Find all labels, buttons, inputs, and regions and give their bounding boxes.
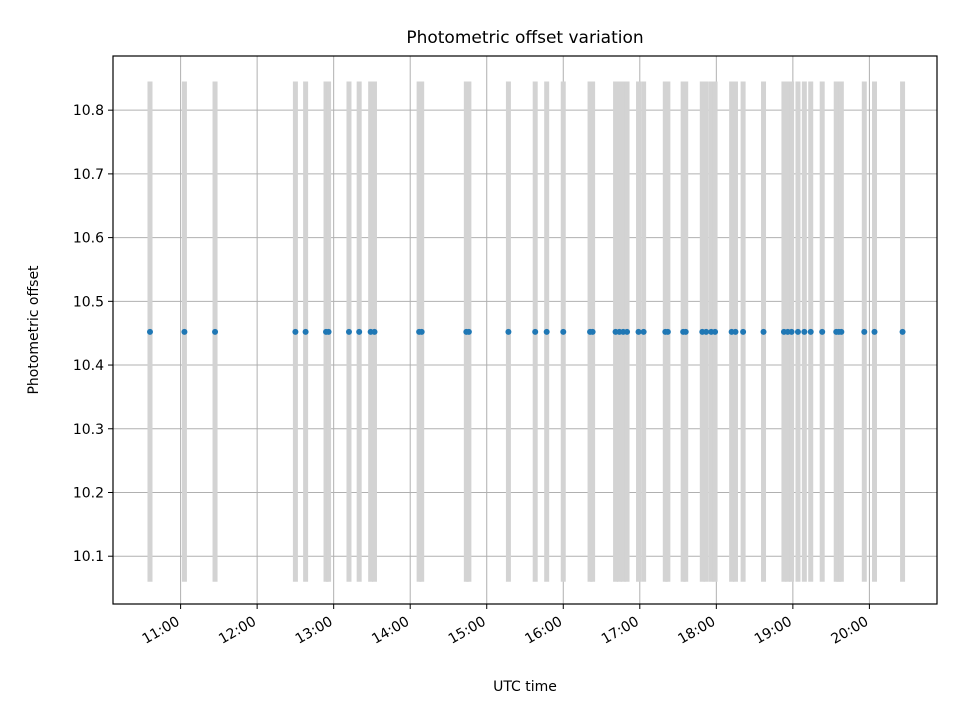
y-tick-label: 10.1 (73, 549, 104, 565)
y-tick-label: 10.4 (73, 358, 104, 374)
data-point (532, 328, 539, 335)
data-point (712, 328, 719, 335)
data-point (302, 328, 309, 335)
data-point (740, 328, 747, 335)
data-point (794, 328, 801, 335)
data-point (871, 328, 878, 335)
data-point (819, 328, 826, 335)
data-point (356, 328, 363, 335)
plot-frame (112, 55, 938, 605)
data-point (560, 328, 567, 335)
data-point (181, 328, 188, 335)
data-point (505, 328, 512, 335)
x-axis-label: UTC time (493, 679, 557, 695)
x-tick-label: 13:00 (293, 614, 336, 648)
data-point (838, 328, 845, 335)
data-point (801, 328, 808, 335)
data-point (418, 328, 425, 335)
data-point (465, 328, 472, 335)
y-tick-label: 10.3 (73, 422, 104, 438)
y-axis-label: Photometric offset (26, 265, 42, 395)
x-tick-label: 12:00 (216, 614, 259, 648)
x-tick-label: 19:00 (752, 614, 795, 648)
grid-lines (113, 56, 937, 604)
x-axis-ticks: 11:00 12:00 13:00 14:00 15:00 16:00 17:00 18:00… (140, 604, 871, 648)
y-tick-label: 10.6 (73, 231, 104, 247)
data-point (325, 328, 332, 335)
x-tick-label: 17:00 (599, 614, 642, 648)
data-point (624, 328, 631, 335)
data-point (635, 328, 642, 335)
data-point (861, 328, 868, 335)
data-point (788, 328, 795, 335)
data-point (899, 328, 906, 335)
y-tick-label: 10.7 (73, 167, 104, 183)
data-point (589, 328, 596, 335)
data-point (760, 328, 767, 335)
data-point (732, 328, 739, 335)
data-point (682, 328, 689, 335)
data-point (640, 328, 647, 335)
x-tick-label: 16:00 (522, 614, 565, 648)
data-point (212, 328, 219, 335)
data-points (146, 328, 906, 335)
x-tick-label: 15:00 (446, 614, 489, 648)
y-tick-label: 10.2 (73, 485, 104, 501)
data-point (345, 328, 352, 335)
data-point (371, 328, 378, 335)
x-tick-label: 20:00 (828, 614, 871, 648)
x-tick-label: 18:00 (675, 614, 718, 648)
data-point (703, 328, 710, 335)
x-tick-label: 14:00 (369, 614, 412, 648)
data-point (146, 328, 153, 335)
data-point (292, 328, 299, 335)
y-tick-label: 10.8 (73, 103, 104, 119)
y-axis-ticks: 10.1 10.2 10.3 10.4 10.5 10.6 10.7 10.8 (73, 103, 113, 565)
chart-title: Photometric offset variation (406, 28, 643, 48)
data-point (664, 328, 671, 335)
y-tick-label: 10.5 (73, 294, 104, 310)
data-point (543, 328, 550, 335)
x-tick-label: 11:00 (140, 614, 183, 648)
data-point (807, 328, 814, 335)
